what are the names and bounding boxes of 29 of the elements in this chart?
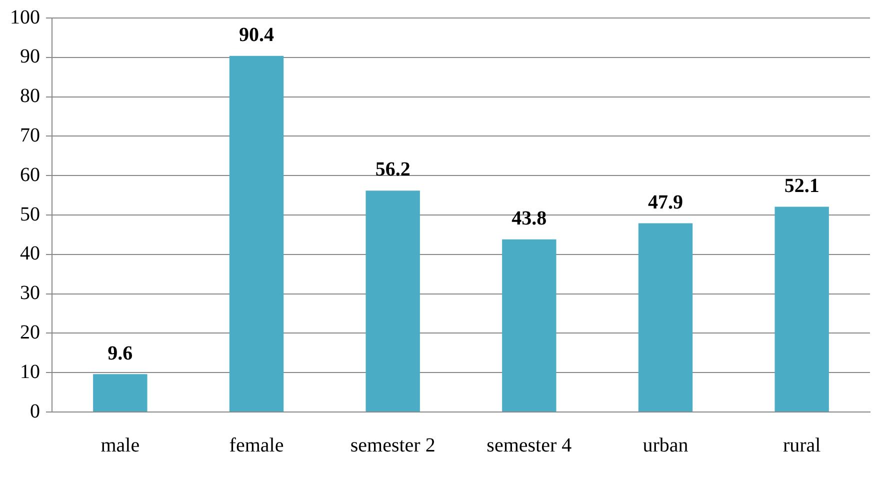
bar xyxy=(93,374,148,412)
y-tick-label: 80 xyxy=(20,85,40,108)
bar xyxy=(774,206,829,412)
y-tick-label: 70 xyxy=(20,124,40,146)
y-tick-label: 100 xyxy=(10,6,40,28)
y-tick-label: 50 xyxy=(20,203,40,226)
data-label: 52.1 xyxy=(784,174,820,197)
bar xyxy=(229,56,284,412)
x-tick-label: rural xyxy=(782,434,822,456)
y-tick-label: 20 xyxy=(20,321,40,344)
x-tick-label: urban xyxy=(642,434,688,456)
bar xyxy=(366,190,420,412)
data-label: 43.8 xyxy=(512,208,547,230)
y-tick-label: 90 xyxy=(20,46,40,68)
x-tick-label: semester 2 xyxy=(350,434,436,456)
data-label: 90.4 xyxy=(239,24,274,46)
bar xyxy=(638,223,693,412)
y-tick-label: 10 xyxy=(20,360,40,383)
data-label: 56.2 xyxy=(375,158,410,181)
data-label: 47.9 xyxy=(648,191,683,214)
y-tick-label: 60 xyxy=(20,164,40,186)
data-label: 9.6 xyxy=(108,342,133,364)
bar xyxy=(502,239,556,412)
y-tick-label: 30 xyxy=(20,282,40,304)
x-tick-label: male xyxy=(100,434,140,456)
x-tick-label: semester 4 xyxy=(486,434,572,456)
y-tick-label: 40 xyxy=(20,242,40,265)
x-tick-label: female xyxy=(229,434,284,456)
y-tick-label: 0 xyxy=(30,400,40,422)
